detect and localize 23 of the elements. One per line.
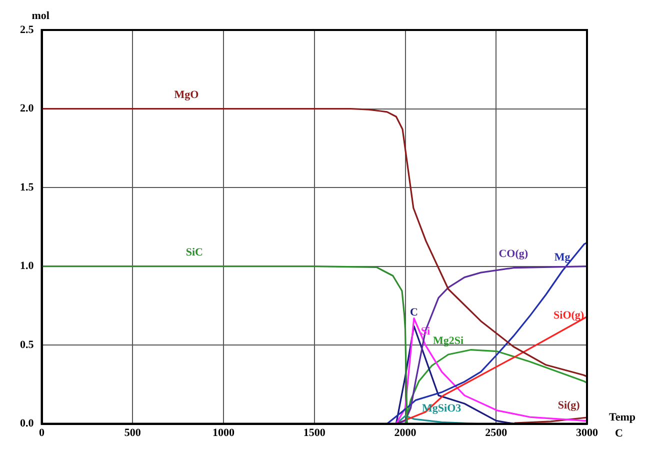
annotation: Si(g)	[558, 399, 580, 412]
x-tick-label: 1000	[212, 427, 235, 440]
x-tick-label: 2000	[394, 427, 417, 440]
annotation: Mg	[554, 251, 571, 264]
y-tick-label: 1.5	[20, 181, 34, 194]
x-tick-label: 0	[39, 427, 45, 440]
annotation: CO(g)	[498, 248, 528, 260]
x-tick-label: 1500	[303, 427, 326, 440]
y-tick-label: 2.0	[20, 102, 34, 115]
y-tick-label: 0.5	[20, 338, 34, 351]
x-tick-label: 3000	[576, 427, 598, 440]
annotation: SiO(g)	[554, 310, 584, 322]
annotation: SiC	[186, 246, 204, 259]
y-tick-label: 2.5	[20, 24, 34, 36]
y-axis-title: mol	[32, 10, 50, 22]
annotation: Mg2Si	[433, 334, 464, 347]
y-tick-label: 1.0	[20, 260, 34, 272]
annotation: MgO	[174, 89, 200, 102]
y-tick-label: 0.0	[20, 418, 34, 430]
annotation: C	[410, 306, 418, 318]
x-tick-label: 2500	[485, 427, 508, 440]
x-axis-title: Temp C	[609, 412, 636, 440]
x-tick-label: 500	[124, 427, 142, 440]
